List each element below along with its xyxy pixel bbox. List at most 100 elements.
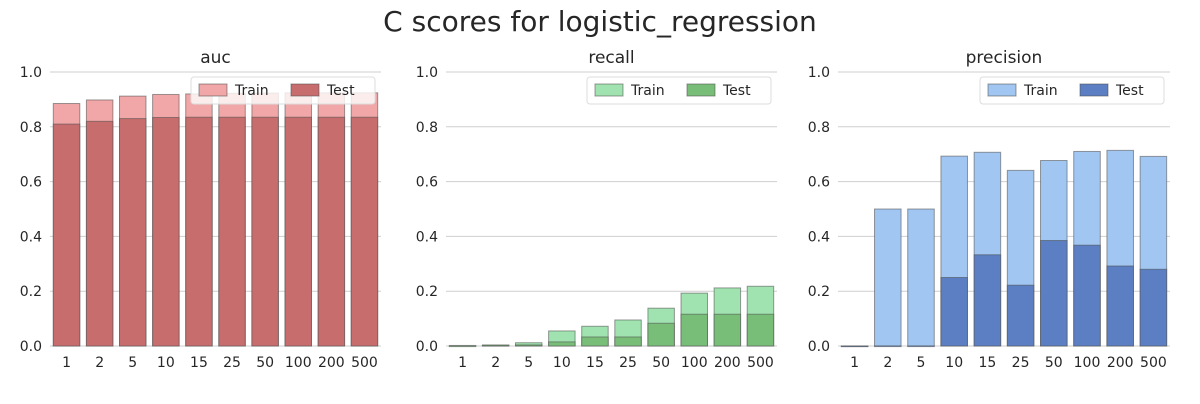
recall-ytick-label: 0.4 [416,229,438,245]
recall-xtick-label: 25 [619,355,637,371]
precision-bar-test [1073,244,1101,347]
auc-xtick-label: 500 [351,355,378,371]
precision-legend-box [979,76,1165,105]
recall-bar-test [713,313,742,347]
recall-ytick-label: 0.0 [416,339,438,355]
auc-xtick-label: 1 [62,355,71,371]
recall-bar-test [548,341,576,347]
precision-ytick-label: 0.4 [808,229,830,245]
auc-title: auc [200,48,231,68]
precision-xtick-label: 500 [1140,355,1167,371]
precision-bar-train [907,208,935,347]
auc-legend-swatch-test [290,83,320,97]
auc-bar-test [350,116,379,347]
precision-legend-label-test: Test [1115,83,1144,99]
recall-bar-test [746,313,775,347]
auc-bar-test [52,123,81,347]
auc-ytick-label: 0.4 [20,229,42,245]
auc-ytick-label: 0.0 [20,339,42,355]
precision-xtick-label: 5 [917,355,926,371]
recall-xtick-label: 50 [652,355,670,371]
auc-xtick-label: 200 [318,355,345,371]
precision-bar-test [940,277,968,347]
recall-bar-test [515,344,543,347]
precision-bar-test [874,345,902,348]
recall-xtick-label: 200 [714,355,741,371]
auc-xtick-label: 5 [128,355,137,371]
precision-legend-swatch-test [1079,83,1109,97]
recall-legend-label-train: Train [630,83,665,99]
precision-bar-test [840,345,869,348]
auc-ytick-label: 1.0 [20,65,42,81]
auc-ytick-label: 0.2 [20,284,42,300]
precision-ytick-label: 0.8 [808,120,830,136]
recall-bar-test [581,336,609,347]
precision-xtick-label: 10 [945,355,963,371]
auc-legend-label-train: Train [234,83,269,99]
auc-bar-test [251,116,279,347]
precision-xtick-label: 50 [1045,355,1063,371]
recall-legend-label-test: Test [722,83,751,99]
recall-legend-swatch-train [594,83,624,97]
auc-xtick-label: 50 [256,355,274,371]
precision-bar-test [1106,265,1134,347]
precision-xtick-label: 25 [1012,355,1030,371]
auc-bar-test [85,120,114,347]
precision-bar-test [973,254,1002,347]
auc-xtick-label: 2 [95,355,104,371]
auc-bar-test [317,116,346,347]
figure-title: C scores for logistic_regression [383,5,817,38]
auc-ytick-label: 0.6 [20,175,42,191]
recall-xtick-label: 2 [491,355,500,371]
auc-legend-box [190,76,376,105]
auc-xtick-label: 100 [285,355,312,371]
recall-legend-box [586,76,772,105]
recall-bar-test [680,313,708,347]
precision-bar-test [907,345,935,348]
recall-title: recall [588,48,634,68]
recall-legend: Train Test [586,76,772,105]
recall-bar-test [614,336,642,347]
precision-ytick-label: 0.6 [808,175,830,191]
precision-ytick-label: 0.0 [808,339,830,355]
auc-xtick-label: 25 [223,355,241,371]
precision-bar-train [874,208,902,347]
precision-ytick-label: 0.2 [808,284,830,300]
auc-bar-test [185,116,213,347]
precision-ytick-label: 1.0 [808,65,830,81]
precision-xtick-label: 2 [883,355,892,371]
auc-bar-test [152,116,180,347]
recall-xtick-label: 15 [586,355,604,371]
recall-legend-swatch-test [686,83,716,97]
recall-ytick-label: 0.8 [416,120,438,136]
precision-legend-swatch-train [987,83,1017,97]
recall-bar-test [481,344,510,347]
auc-bar-test [284,116,312,347]
recall-xtick-label: 100 [681,355,708,371]
precision-legend-label-train: Train [1023,83,1058,99]
recall-xtick-label: 500 [747,355,774,371]
auc-xtick-label: 15 [190,355,208,371]
recall-ytick-label: 1.0 [416,65,438,81]
precision-xtick-label: 15 [978,355,996,371]
precision-xtick-label: 200 [1107,355,1134,371]
recall-xtick-label: 10 [553,355,571,371]
auc-legend: Train Test [190,76,376,105]
auc-xtick-label: 10 [157,355,175,371]
precision-legend: Train Test [979,76,1165,105]
recall-ytick-label: 0.2 [416,284,438,300]
precision-xtick-label: 1 [850,355,859,371]
recall-bar-test [647,322,675,347]
precision-xtick-label: 100 [1074,355,1101,371]
recall-xtick-label: 5 [524,355,533,371]
auc-legend-label-test: Test [326,83,355,99]
precision-title: precision [966,48,1043,68]
recall-ytick-label: 0.6 [416,175,438,191]
recall-bar-test [448,345,477,348]
precision-bar-test [1040,240,1068,347]
auc-ytick-label: 0.8 [20,120,42,136]
